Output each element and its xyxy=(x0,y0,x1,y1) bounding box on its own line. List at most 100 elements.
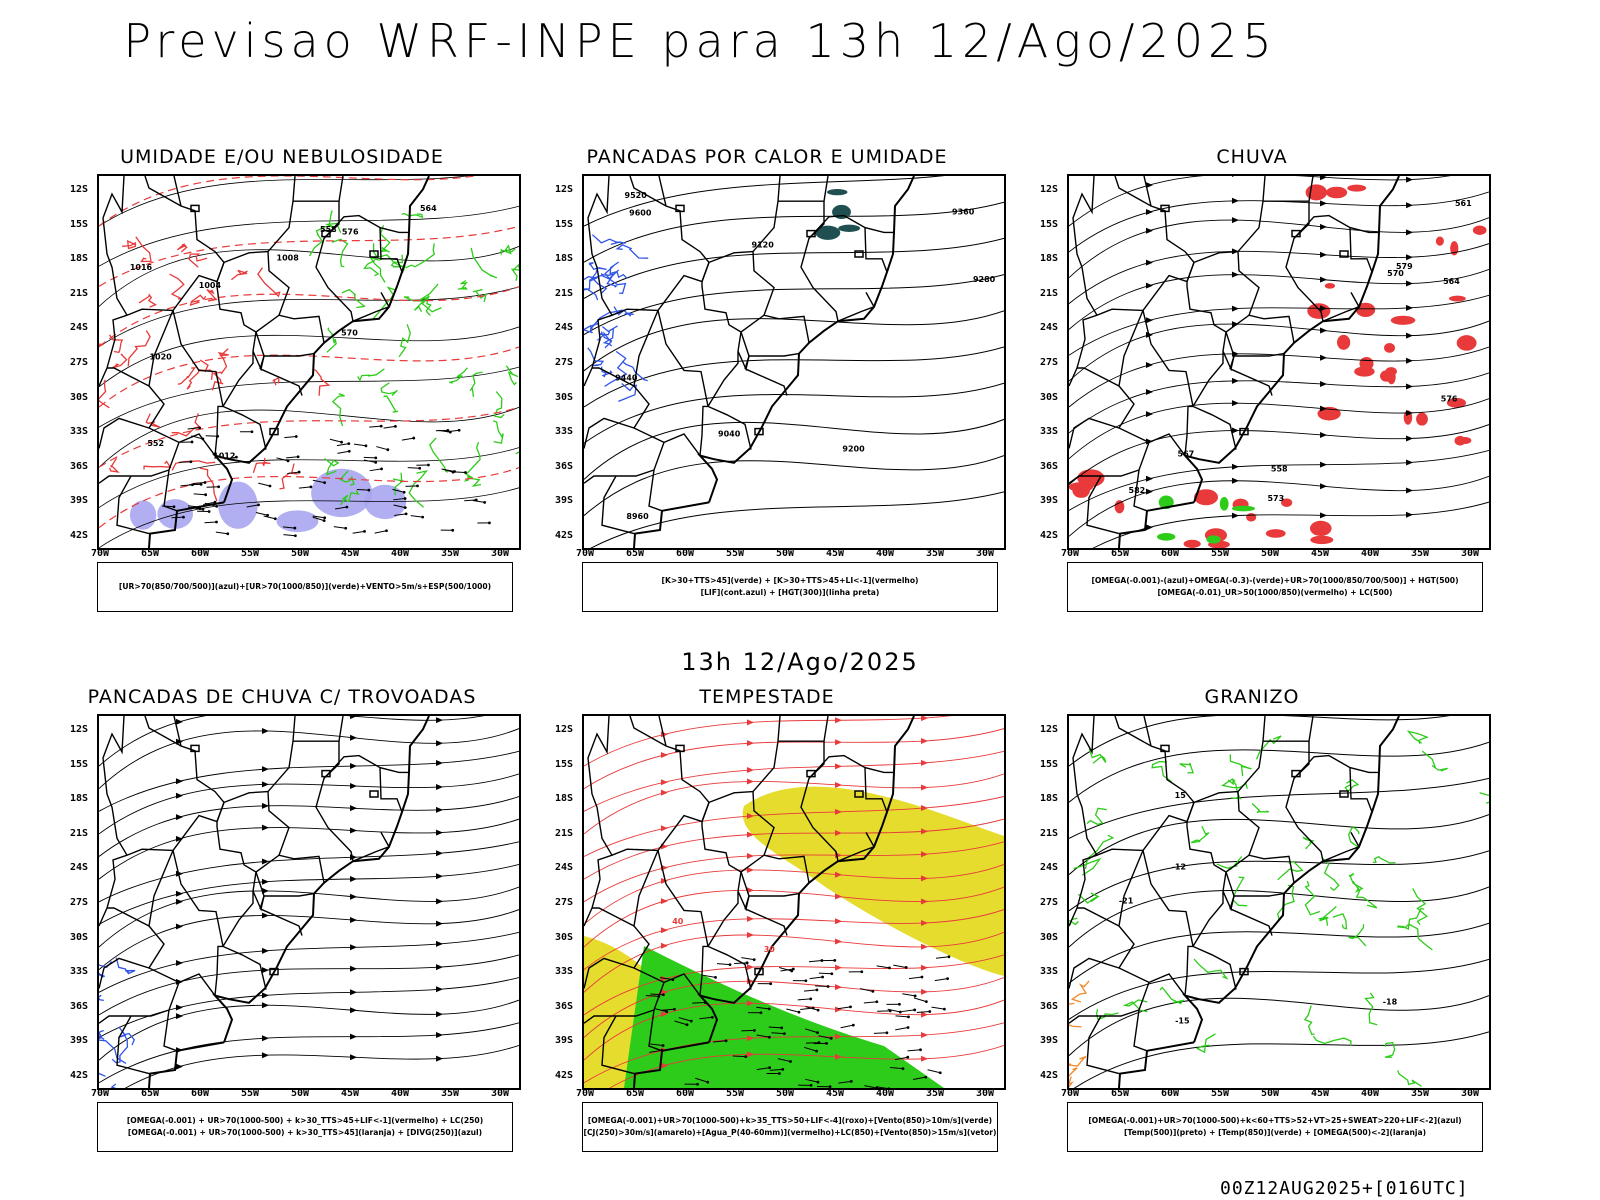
flow-arrow xyxy=(746,767,754,774)
contour-line xyxy=(99,286,519,348)
flow-arrow xyxy=(921,943,929,950)
contour-line xyxy=(1227,779,1242,800)
shaded-area xyxy=(1384,342,1395,353)
contour-line xyxy=(584,382,1004,444)
shaded-area xyxy=(1324,283,1336,289)
wind-vector xyxy=(786,1008,800,1013)
state-border xyxy=(267,716,296,856)
wind-vector xyxy=(717,963,731,966)
flow-arrow xyxy=(261,1002,269,1009)
wind-vector xyxy=(908,976,923,980)
state-border xyxy=(1322,292,1361,322)
wind-vector-head xyxy=(828,1085,832,1088)
wind-vector xyxy=(653,1008,667,1013)
legend-line: [OMEGA(-0.001) + UR>70(1000-500) + k>30_… xyxy=(126,1116,484,1125)
contour-line xyxy=(584,818,1004,880)
contour-line xyxy=(1397,907,1425,930)
flow-arrow xyxy=(835,1053,843,1060)
wind-vector xyxy=(768,1026,782,1029)
state-border xyxy=(216,790,269,822)
panel-title: TEMPESTADE xyxy=(699,686,835,708)
wind-vector-head xyxy=(871,990,875,993)
wind-vector xyxy=(805,1006,819,1011)
lat-tick-label: 42S xyxy=(1040,530,1059,541)
state-border xyxy=(1133,469,1148,512)
lon-tick-label: 60W xyxy=(676,548,695,559)
flow-arrow xyxy=(175,923,183,930)
strong-wind-area xyxy=(624,946,944,1088)
contour-line xyxy=(1069,475,1489,537)
wind-vector xyxy=(205,435,218,437)
wind-vector-head xyxy=(815,1049,818,1053)
wind-vector xyxy=(769,1068,783,1071)
wind-vector-head xyxy=(924,1075,928,1079)
flow-arrow xyxy=(261,781,269,788)
wind-vector-head xyxy=(913,994,917,998)
state-border xyxy=(99,848,174,927)
contour-label: 573 xyxy=(1267,494,1284,503)
map-svg: 9600 9520 9440 9360 9280 9200 9120 9040 8960 xyxy=(584,176,1004,548)
lat-tick-label: 30S xyxy=(70,931,89,943)
lat-tick-label: 12S xyxy=(70,184,89,195)
contour-line xyxy=(115,957,136,975)
state-border xyxy=(1072,176,1098,316)
contour-line xyxy=(1412,888,1428,926)
wind-vector-head xyxy=(402,490,406,494)
contour-label: -18 xyxy=(1383,998,1398,1007)
lon-tick-label: 40W xyxy=(876,1088,895,1099)
wind-vector xyxy=(771,1032,785,1035)
map-svg: 582 579 576 573 570 567 564 561 558 xyxy=(1069,176,1489,548)
wind-vector-head xyxy=(924,1000,928,1004)
contour-line xyxy=(1092,501,1489,548)
contour-line xyxy=(584,267,599,282)
flow-arrow xyxy=(1320,405,1328,412)
state-border xyxy=(147,310,216,457)
shaded-area xyxy=(1347,184,1367,192)
contour-line xyxy=(390,254,406,274)
shaded-area xyxy=(1246,512,1257,522)
state-border xyxy=(592,367,635,387)
flow-arrow xyxy=(1231,305,1239,312)
legend-box: [OMEGA(-0.001)+UR>70(1000-500)+k<60+TTS>… xyxy=(1067,1102,1483,1152)
lat-tick-label: 36S xyxy=(555,460,574,472)
lake-outline xyxy=(754,967,764,976)
flow-arrow xyxy=(1231,512,1239,519)
wind-vector-head xyxy=(860,970,864,974)
wind-vector-head xyxy=(919,1048,922,1052)
lake-outline xyxy=(1160,744,1170,753)
state-border xyxy=(1069,417,1120,449)
state-border xyxy=(163,1009,178,1052)
wind-vector-head xyxy=(885,1031,889,1035)
flow-arrow xyxy=(746,831,754,838)
contour-line xyxy=(584,931,1004,993)
flow-arrow xyxy=(835,1006,843,1013)
flow-arrow xyxy=(1406,176,1414,183)
contour-line xyxy=(117,1026,136,1046)
state-border xyxy=(584,417,635,449)
panel-tempestade: TEMPESTADE 40 30 [OMEGA(-0.001)+UR>70(100… xyxy=(537,686,1006,1176)
flow-arrow xyxy=(1145,488,1153,495)
wind-vector xyxy=(464,499,477,502)
flow-arrow xyxy=(175,898,183,905)
contour-line xyxy=(408,469,429,508)
lon-tick-label: 40W xyxy=(391,548,410,559)
flow-arrow xyxy=(1406,511,1414,518)
flow-arrow xyxy=(660,1010,668,1017)
wind-vector xyxy=(650,993,664,996)
flow-arrow xyxy=(350,965,358,972)
contour-line xyxy=(1479,792,1489,804)
state-border xyxy=(323,754,409,779)
flow-arrow xyxy=(350,782,358,789)
wind-vector-head xyxy=(906,1055,910,1059)
contour-line xyxy=(169,273,185,300)
contour-label: -15 xyxy=(1175,1016,1190,1025)
lon-tick-label: 50W xyxy=(1261,548,1280,559)
flow-arrow xyxy=(261,802,269,809)
flow-arrow xyxy=(261,878,269,885)
lat-tick-label: 21S xyxy=(1040,827,1059,839)
flow-arrow xyxy=(921,988,929,995)
jet-stream-area xyxy=(742,786,1004,976)
flow-arrow xyxy=(921,898,929,905)
wind-vector-head xyxy=(815,988,819,992)
state-border xyxy=(1322,832,1361,862)
